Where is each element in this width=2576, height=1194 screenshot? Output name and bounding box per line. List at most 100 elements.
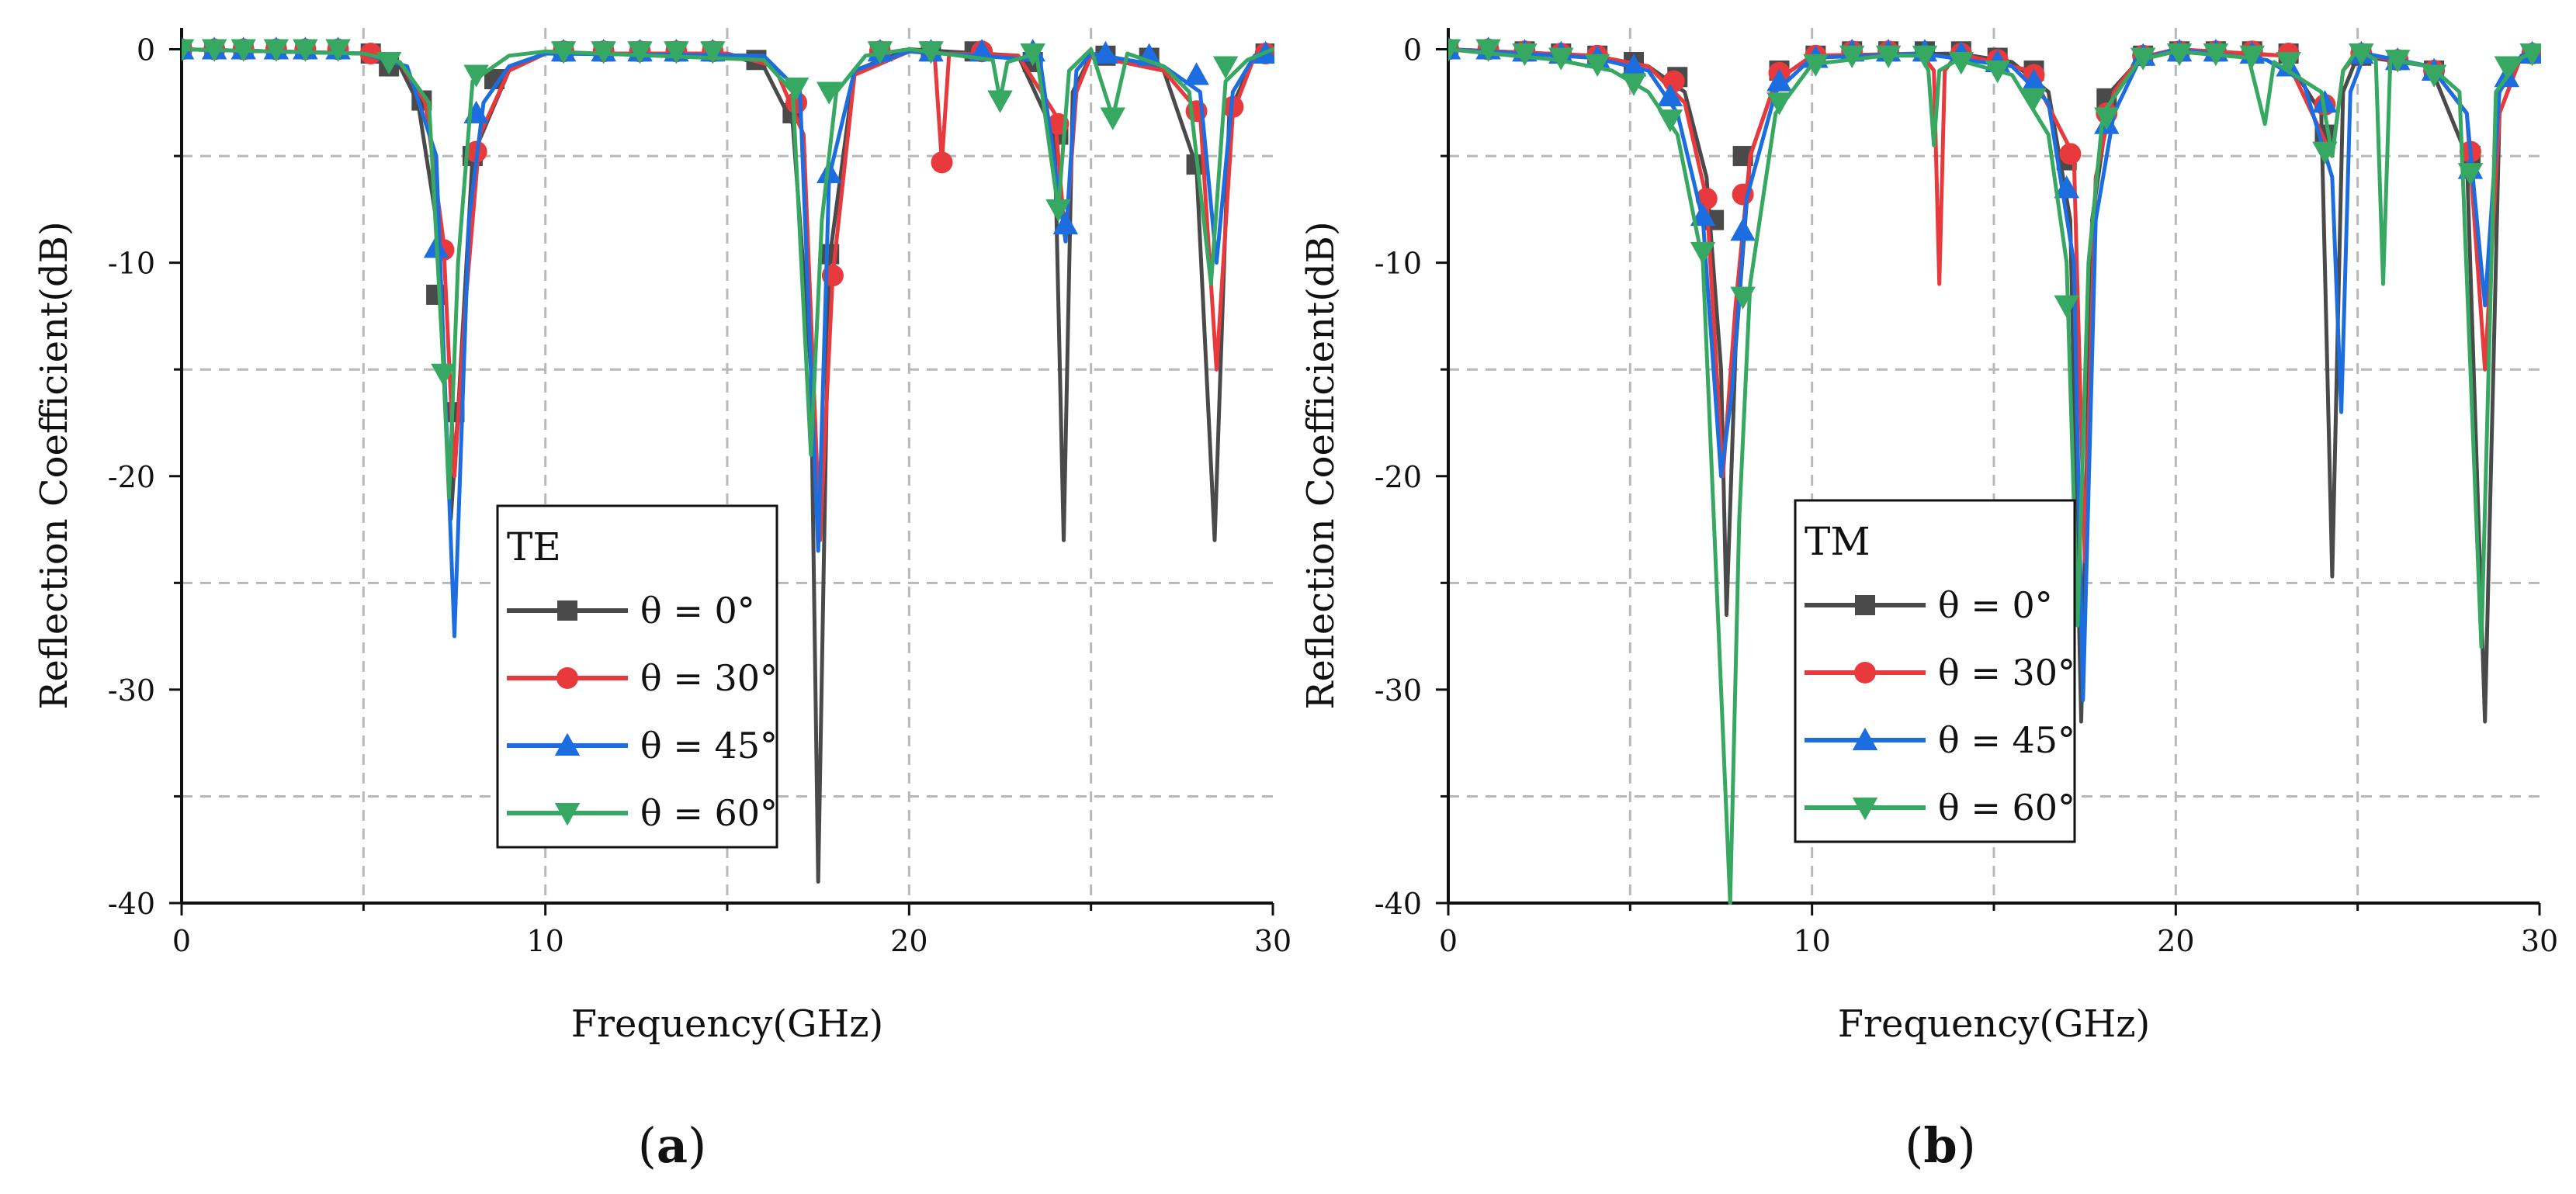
data-point [1621,73,1647,96]
data-point [664,41,689,64]
data-point [1657,83,1683,107]
panel-a: 0 10 20 30 0 -10 -20 -30 -40 Frequency(GHz) Reflec… [33,28,1291,1174]
data-point [1448,39,1461,62]
legend-label: θ = 45° [1938,719,2075,761]
data-point [1621,54,1647,77]
legend-label: θ = 30° [1938,652,2075,694]
x-tick-label: 30 [2521,924,2558,958]
y-tick-label: -30 [108,673,155,708]
data-point [201,39,227,62]
x-tick-label: 0 [1439,924,1458,958]
data-point [431,363,456,386]
y-axis-title: Reflection Coefficient(dB) [1299,221,1343,709]
data-point [627,41,653,64]
data-point [2166,43,2193,67]
data-point [293,39,318,62]
data-point [1584,54,1610,78]
data-point [1657,109,1683,133]
data-point [2054,175,2079,199]
data-point [182,39,195,62]
legend-marker [1852,727,1878,750]
legend-entry: θ = 45° [1805,719,2075,761]
data-point [2021,88,2047,112]
y-tick-label: 0 [1403,33,1422,67]
data-point [1875,45,1902,69]
data-point [816,81,842,105]
data-point [1730,286,1756,310]
legend-entry: θ = 45° [507,725,778,767]
data-point [2203,43,2229,67]
data-point [1548,47,1574,71]
data-point [2021,68,2047,92]
legend-title: TE [507,524,561,569]
legend-label: θ = 0° [1938,584,2053,626]
data-point [1662,70,1685,92]
y-tick-label: -40 [108,887,155,921]
data-point [231,39,256,62]
data-point [2059,143,2082,165]
data-point [591,41,616,64]
data-point [1912,45,1938,69]
data-point [867,41,893,64]
data-point [1212,56,1239,79]
legend-entry: θ = 60° [1805,787,2075,829]
legend-marker [1852,798,1878,821]
data-point [1475,39,1501,62]
legend: TE θ = 0° θ = 30° θ = 45° θ = 60° [496,504,778,849]
data-point [918,41,944,64]
y-axis-title: Reflection Coefficient(dB) [33,221,76,709]
data-point [2312,90,2338,113]
x-axis-title: Frequency(GHz) [571,1002,884,1046]
data-point [2421,64,2447,88]
data-point [1045,199,1071,223]
legend-label: θ = 60° [1938,787,2075,829]
data-point [1093,40,1118,64]
legend-title: TM [1805,519,1870,564]
data-point [1690,202,1716,227]
data-point [2094,107,2120,130]
data-point [1948,52,1974,75]
data-point [1985,61,2010,84]
data-point [2494,56,2520,79]
x-axis-title: Frequency(GHz) [1838,1002,2151,1046]
data-point [2130,47,2156,71]
series-line [1448,47,2541,905]
data-point [2276,52,2301,75]
data-point [463,64,489,88]
y-tick-label: -10 [108,247,155,281]
x-tick-label: 10 [526,924,563,958]
series-triangle-down [1448,39,2541,905]
x-tick-label: 20 [890,924,927,958]
data-point [2519,43,2541,67]
legend-marker [554,803,581,826]
y-tick-label: -40 [1375,887,1422,921]
data-point [1766,92,1792,116]
y-tick-label: -10 [1375,247,1422,281]
series-line [182,47,1274,500]
data-point [931,151,953,174]
data-point [263,39,289,62]
data-point [2384,50,2411,73]
y-tick-label: -20 [1375,460,1422,494]
legend-marker [556,667,578,689]
legend-entry: θ = 60° [507,792,778,834]
legend-marker [557,600,577,621]
data-point [2312,141,2338,164]
data-point [1512,43,1538,67]
legend-marker [1854,662,1876,684]
data-point [700,41,726,64]
data-point [1839,45,1865,69]
data-point [376,52,402,75]
data-point [2457,163,2484,186]
legend-label: θ = 45° [640,725,778,767]
data-point [1803,54,1829,78]
x-tick-label: 0 [172,924,191,958]
y-tick-label: -20 [108,460,155,494]
data-point [783,78,810,101]
panel-label: (b) [1905,1117,1976,1174]
legend-marker [554,732,581,756]
panel-b: 0 10 20 30 0 -10 -20 -30 -40 Frequency(GHz) Reflec… [1299,28,2558,1174]
legend-label: θ = 0° [640,590,755,632]
